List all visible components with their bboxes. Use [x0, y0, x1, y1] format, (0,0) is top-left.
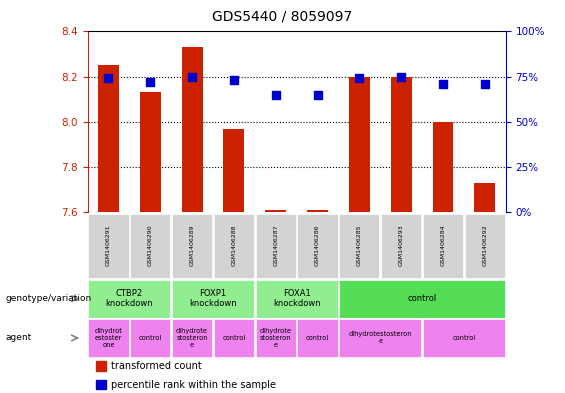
Bar [255, 319, 296, 357]
Text: GSM1406287: GSM1406287 [273, 225, 278, 266]
Bar [172, 213, 212, 278]
Bar [98, 65, 119, 212]
Bar [172, 319, 212, 357]
Bar [349, 77, 370, 212]
Bar [423, 213, 463, 278]
Point [438, 81, 447, 87]
Text: dihydrot
estoster
one: dihydrot estoster one [94, 328, 123, 348]
Text: GSM1406284: GSM1406284 [441, 225, 445, 266]
Point [480, 81, 489, 87]
Point [188, 73, 197, 80]
Bar [255, 280, 338, 318]
Point [313, 92, 322, 98]
Bar [339, 319, 421, 357]
Text: FOXP1
knockdown: FOXP1 knockdown [189, 289, 237, 309]
Bar [423, 319, 505, 357]
Text: GSM1406285: GSM1406285 [357, 225, 362, 266]
Bar [464, 213, 505, 278]
Text: genotype/variation: genotype/variation [6, 294, 92, 303]
Bar [130, 213, 171, 278]
Point [355, 75, 364, 82]
Text: GSM1406291: GSM1406291 [106, 225, 111, 266]
Bar [172, 280, 254, 318]
Text: GSM1406288: GSM1406288 [232, 225, 236, 266]
Text: control: control [306, 335, 329, 341]
Point [229, 77, 238, 83]
Bar [96, 361, 106, 371]
Text: control: control [407, 294, 437, 303]
Bar [88, 280, 171, 318]
Text: CTBP2
knockdown: CTBP2 knockdown [106, 289, 153, 309]
Bar [88, 213, 129, 278]
Text: dihydrote
stosteron
e: dihydrote stosteron e [176, 328, 208, 348]
Text: GDS5440 / 8059097: GDS5440 / 8059097 [212, 10, 353, 24]
Bar [297, 319, 338, 357]
Bar [140, 92, 161, 212]
Text: agent: agent [6, 334, 32, 342]
Bar [433, 122, 453, 212]
Bar [391, 77, 412, 212]
Text: percentile rank within the sample: percentile rank within the sample [111, 380, 276, 389]
Bar [266, 210, 286, 212]
Bar [255, 213, 296, 278]
Bar [339, 213, 380, 278]
Bar [297, 213, 338, 278]
Bar [381, 213, 421, 278]
Text: dihydrote
stosteron
e: dihydrote stosteron e [260, 328, 292, 348]
Point [104, 75, 113, 82]
Point [271, 92, 280, 98]
Bar [214, 213, 254, 278]
Text: control: control [452, 335, 476, 341]
Text: GSM1406289: GSM1406289 [190, 225, 194, 266]
Text: control: control [138, 335, 162, 341]
Text: GSM1406286: GSM1406286 [315, 225, 320, 266]
Bar [307, 210, 328, 212]
Bar [475, 183, 496, 212]
Text: FOXA1
knockdown: FOXA1 knockdown [273, 289, 320, 309]
Text: GSM1406292: GSM1406292 [483, 225, 487, 266]
Bar [88, 319, 129, 357]
Text: transformed count: transformed count [111, 361, 201, 371]
Text: GSM1406290: GSM1406290 [148, 225, 153, 266]
Text: GSM1406293: GSM1406293 [399, 225, 403, 266]
Bar [96, 380, 106, 389]
Text: control: control [222, 335, 246, 341]
Bar [224, 129, 244, 212]
Bar [182, 47, 202, 212]
Bar [130, 319, 171, 357]
Bar [214, 319, 254, 357]
Point [146, 79, 155, 85]
Text: dihydrotestosteron
e: dihydrotestosteron e [349, 331, 412, 345]
Point [397, 73, 406, 80]
Bar [339, 280, 505, 318]
